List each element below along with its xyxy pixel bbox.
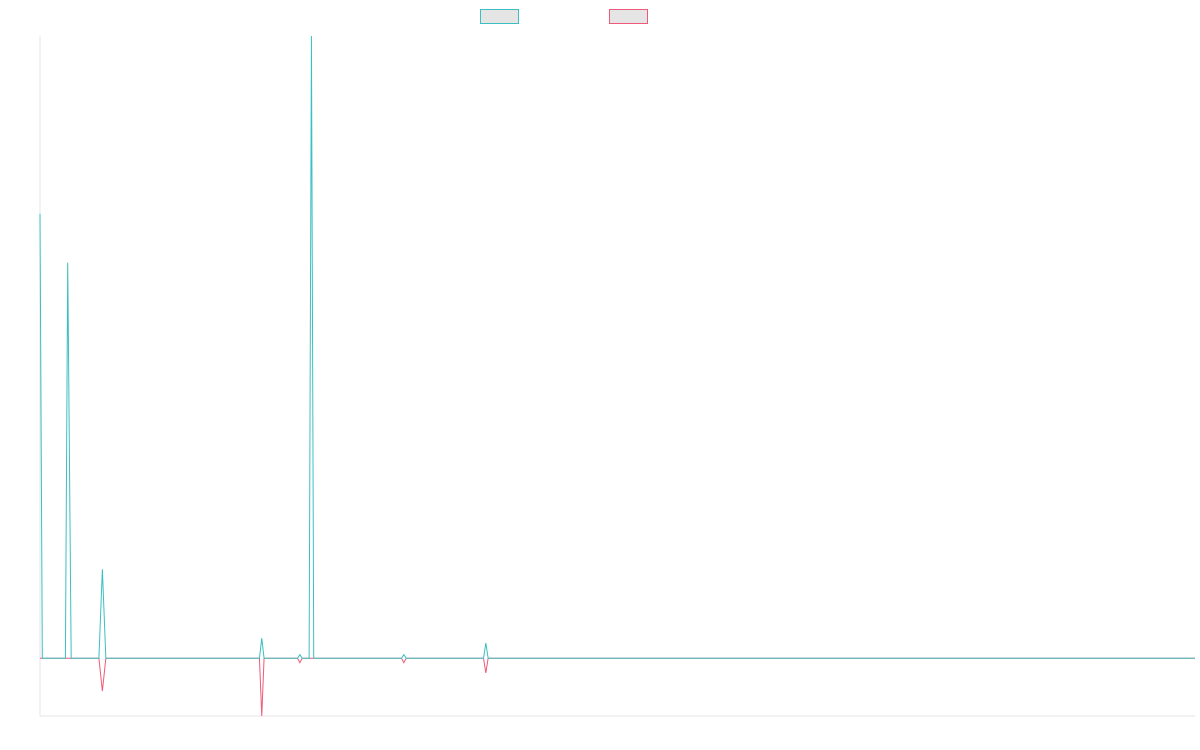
- axes: [39, 36, 1195, 717]
- legend-item-2[interactable]: [609, 9, 654, 24]
- legend: [480, 9, 654, 24]
- series-line-1: [39, 35, 1195, 659]
- legend-swatch-1: [480, 9, 519, 24]
- series-layer: [39, 35, 1195, 717]
- legend-item-1[interactable]: [480, 9, 525, 24]
- legend-swatch-2: [609, 9, 648, 24]
- series-line-2: [40, 657, 1195, 717]
